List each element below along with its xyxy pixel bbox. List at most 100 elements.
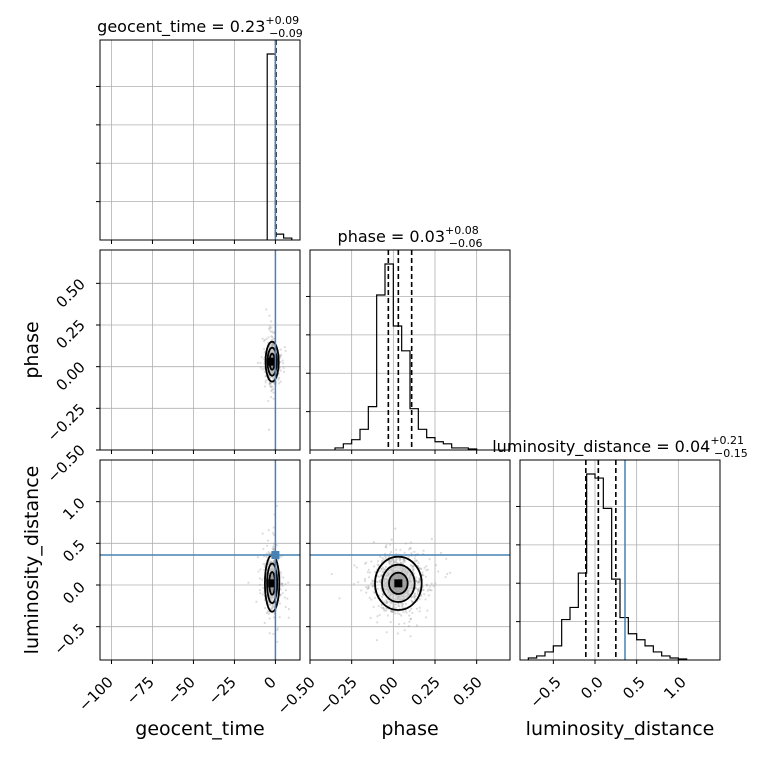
panel-frame bbox=[99, 459, 301, 661]
scatter-point bbox=[368, 571, 372, 574]
scatter-point bbox=[416, 592, 419, 595]
scatter-point bbox=[367, 568, 370, 571]
scatter-point bbox=[379, 555, 382, 558]
scatter-point bbox=[392, 606, 395, 609]
scatter-point bbox=[265, 308, 268, 311]
panel-frame bbox=[99, 39, 301, 241]
scatter-point bbox=[424, 598, 427, 601]
scatter-point bbox=[418, 577, 421, 580]
scatter-point bbox=[404, 542, 408, 545]
scatter-point bbox=[272, 337, 275, 340]
scatter-point bbox=[269, 382, 272, 385]
scatter-point bbox=[413, 595, 416, 598]
tick-label: 0.0 bbox=[59, 578, 89, 608]
scatter-point bbox=[412, 565, 415, 568]
scatter-point bbox=[426, 589, 429, 592]
scatter-point bbox=[366, 587, 369, 590]
scatter-point bbox=[381, 570, 384, 573]
scatter-point bbox=[271, 343, 274, 346]
scatter-point bbox=[391, 558, 395, 561]
scatter-point bbox=[384, 599, 388, 602]
scatter-point bbox=[400, 614, 403, 617]
scatter-point bbox=[272, 344, 275, 347]
scatter-point bbox=[272, 559, 275, 562]
title-luminosity_distance: luminosity_distance = 0.04+0.21 −0.15 bbox=[492, 434, 748, 460]
scatter-point bbox=[395, 559, 398, 563]
scatter-point bbox=[418, 577, 421, 580]
scatter-point bbox=[353, 564, 356, 567]
scatter-point bbox=[279, 360, 282, 364]
scatter-point bbox=[282, 366, 285, 369]
scatter-point bbox=[261, 593, 264, 596]
tick-label: 0.5 bbox=[59, 536, 89, 566]
scatter-point bbox=[272, 542, 275, 545]
scatter-point bbox=[382, 607, 385, 610]
tick-marks bbox=[96, 85, 679, 664]
scatter-point bbox=[432, 584, 435, 588]
scatter-point bbox=[408, 609, 411, 613]
scatter-point bbox=[421, 588, 425, 592]
scatter-point bbox=[272, 632, 275, 636]
scatter-point bbox=[394, 561, 398, 564]
scatter-point bbox=[330, 572, 333, 576]
scatter-point bbox=[268, 328, 271, 331]
scatter-point bbox=[282, 576, 285, 579]
scatter-point bbox=[423, 593, 426, 596]
scatter-point bbox=[286, 597, 289, 600]
scatter-point bbox=[393, 603, 396, 606]
scatter-point bbox=[385, 600, 389, 603]
scatter-point bbox=[384, 609, 388, 612]
scatter-point bbox=[394, 527, 397, 530]
scatter-point bbox=[377, 605, 380, 608]
scatter-point bbox=[391, 610, 394, 613]
scatter-point bbox=[270, 607, 273, 610]
tick-label: 0.50 bbox=[449, 673, 485, 709]
scatter-point bbox=[262, 547, 265, 551]
scatter-point bbox=[376, 574, 379, 578]
scatter-point bbox=[371, 580, 374, 583]
scatter-point bbox=[390, 609, 393, 612]
scatter-point bbox=[367, 585, 370, 588]
scatter-point bbox=[272, 397, 275, 400]
scatter-point bbox=[394, 548, 398, 551]
scatter-point bbox=[426, 584, 429, 587]
title-phase: phase = 0.03+0.08 −0.06 bbox=[338, 224, 483, 250]
scatter-point bbox=[410, 596, 413, 599]
scatter-point bbox=[398, 559, 401, 562]
scatter-point bbox=[404, 602, 407, 605]
scatter-point bbox=[413, 550, 416, 553]
scatter-point bbox=[272, 559, 276, 562]
scatter-point bbox=[418, 589, 421, 592]
x-axis-label-geocent_time: geocent_time bbox=[135, 718, 264, 740]
scatter-point bbox=[267, 563, 270, 566]
scatter-point bbox=[269, 395, 273, 399]
hist-geocent_time bbox=[266, 53, 293, 240]
scatter-point bbox=[381, 592, 384, 595]
scatter-point bbox=[430, 582, 433, 585]
scatter-point bbox=[385, 556, 388, 560]
scatter-point bbox=[403, 559, 406, 562]
scatter-point bbox=[446, 572, 449, 576]
scatter-point bbox=[287, 608, 290, 611]
scatter-point bbox=[268, 327, 271, 330]
scatter-point bbox=[272, 526, 275, 529]
scatter-point bbox=[405, 611, 408, 614]
scatter-point bbox=[391, 562, 394, 566]
scatter-point bbox=[269, 344, 272, 347]
scatter-point bbox=[272, 378, 275, 381]
scatter-point bbox=[390, 609, 393, 612]
scatter-point bbox=[402, 560, 405, 563]
density-peak bbox=[268, 357, 277, 366]
scatter-point bbox=[393, 560, 396, 563]
scatter-point bbox=[393, 612, 397, 615]
truth-marker bbox=[271, 551, 280, 559]
tick-label: 0.5 bbox=[619, 673, 649, 703]
scatter-point bbox=[449, 571, 452, 574]
scatter-point bbox=[272, 616, 276, 619]
tick-label: 0.25 bbox=[52, 316, 88, 352]
scatter-point bbox=[421, 571, 424, 574]
scatter-point bbox=[418, 598, 421, 601]
scatter-point bbox=[352, 582, 356, 586]
scatter-point bbox=[247, 581, 250, 584]
scatter-point bbox=[380, 606, 383, 609]
